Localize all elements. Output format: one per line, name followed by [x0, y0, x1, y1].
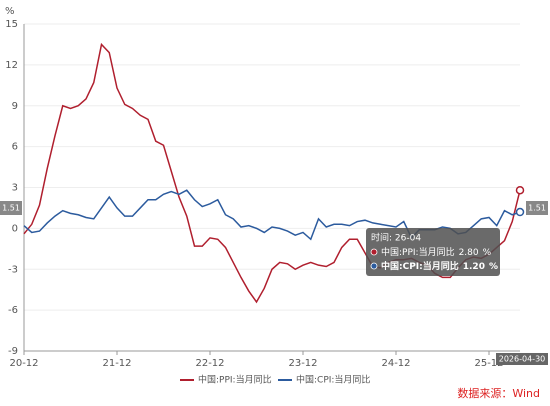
y-tick-label: 6	[12, 142, 18, 153]
x-tick-label: 22-12	[195, 358, 224, 369]
tooltip-part: 中国:CPI:当月同比	[381, 260, 459, 272]
y-tick-label: -6	[8, 305, 18, 316]
x-tick-label: 21-12	[102, 358, 131, 369]
y-tick-label: -9	[8, 346, 18, 357]
x-tick-label: 20-12	[9, 358, 38, 369]
legend-label: 中国:CPI:当月同比	[296, 374, 370, 386]
tooltip-row: 中国:CPI:当月同比 1.20%	[381, 260, 498, 272]
pointer-label-bg	[0, 201, 22, 215]
legend-label: 中国:PPI:当月同比	[198, 374, 272, 386]
x-tick-label: 24-12	[381, 358, 410, 369]
unit-label: %	[5, 6, 15, 17]
y-tick-label: 12	[5, 60, 18, 71]
end-point	[515, 207, 525, 217]
y-tick-label: 15	[5, 19, 18, 30]
x-tick-label: 23-12	[288, 358, 317, 369]
pointer-y-label: 1.51	[528, 204, 546, 213]
tooltip-part: 2.80	[459, 248, 479, 258]
pointer-label-bg	[496, 353, 548, 365]
tooltip-bg	[366, 228, 500, 276]
source: 数据来源：Wind	[457, 386, 540, 400]
y-tick-label: 3	[12, 183, 18, 194]
y-tick-label: -3	[8, 264, 18, 275]
tooltip-title: 时间: 26-04	[371, 232, 421, 244]
tooltip-part: %	[483, 248, 492, 258]
tooltip: 时间: 26-04 中国:PPI:当月同比 2.80 % 中国:CPI:当月同比 1.20…	[366, 228, 500, 276]
x-tick-label: 25-12	[474, 358, 503, 369]
pointer-y-label: 1.51	[2, 204, 20, 213]
end-point	[515, 185, 525, 195]
pointer-label-bg	[526, 201, 548, 215]
tooltip-marker	[370, 262, 378, 270]
y-tick-label: 0	[12, 223, 18, 234]
tooltip-part: 1.20	[463, 262, 485, 272]
tooltip-part: 中国:PPI:当月同比	[381, 246, 455, 258]
tooltip-part: %	[489, 262, 498, 272]
tooltip-marker	[370, 248, 378, 256]
y-tick-label: 9	[12, 101, 18, 112]
pointer-x-label: 2026-04-30	[499, 355, 546, 364]
tooltip-row: 中国:PPI:当月同比 2.80%	[381, 246, 492, 258]
